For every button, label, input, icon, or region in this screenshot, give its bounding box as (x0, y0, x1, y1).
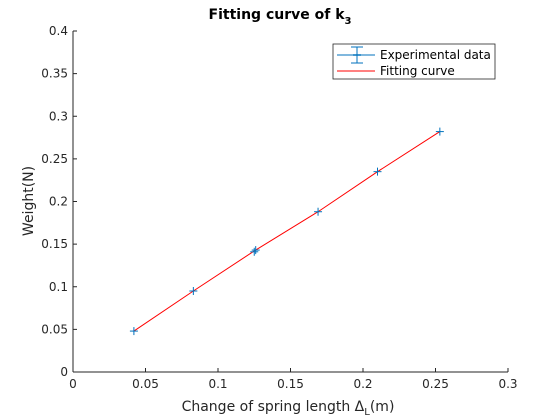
experimental-data-layer (129, 127, 444, 336)
x-tick-label: 0.3 (498, 377, 517, 391)
x-ticks: 0 0.05 0.1 0.15 0.2 0.25 0.3 (69, 368, 518, 391)
y-tick-label: 0.35 (41, 67, 68, 81)
x-tick-label: 0.05 (132, 377, 159, 391)
x-axis-label-unit: (m) (370, 399, 395, 415)
data-point (314, 207, 323, 216)
y-axis-label: Weight(N) (21, 166, 37, 236)
chart-title: Fitting curve of k3 (209, 7, 352, 27)
data-point (189, 287, 198, 296)
legend-label-experimental: Experimental data (380, 48, 491, 62)
x-tick-label: 0.25 (422, 377, 449, 391)
data-point (250, 247, 259, 256)
fitting-curve-line (133, 131, 441, 332)
y-tick-label: 0.3 (49, 109, 68, 123)
y-tick-label: 0.4 (49, 24, 68, 38)
data-point (129, 327, 138, 336)
y-ticks: 0 0.05 0.1 0.15 0.2 0.25 0.3 0.35 0.4 (41, 24, 77, 379)
data-point (435, 127, 444, 136)
plot-area (73, 31, 508, 372)
legend-label-fitting: Fitting curve (380, 64, 455, 78)
fitting-curve-layer (133, 131, 441, 332)
y-tick-label: 0.2 (49, 195, 68, 209)
x-axis-label: Change of spring length ΔL(m) (182, 399, 395, 418)
x-tick-label: 0 (69, 377, 77, 391)
data-point (251, 246, 260, 255)
data-point (373, 167, 382, 176)
x-axis-label-subscript: L (364, 407, 370, 418)
y-tick-label: 0.05 (41, 322, 68, 336)
legend: Experimental data Fitting curve (332, 43, 496, 80)
y-tick-label: 0.1 (49, 280, 68, 294)
x-tick-label: 0.2 (353, 377, 372, 391)
chart-title-subscript: 3 (345, 16, 352, 27)
legend-errorbar-icon (337, 46, 375, 64)
y-tick-label: 0.25 (41, 152, 68, 166)
x-tick-label: 0.15 (277, 377, 304, 391)
x-tick-label: 0.1 (208, 377, 227, 391)
legend-box (332, 43, 496, 80)
y-tick-label: 0.15 (41, 237, 68, 251)
y-tick-label: 0 (60, 365, 68, 379)
